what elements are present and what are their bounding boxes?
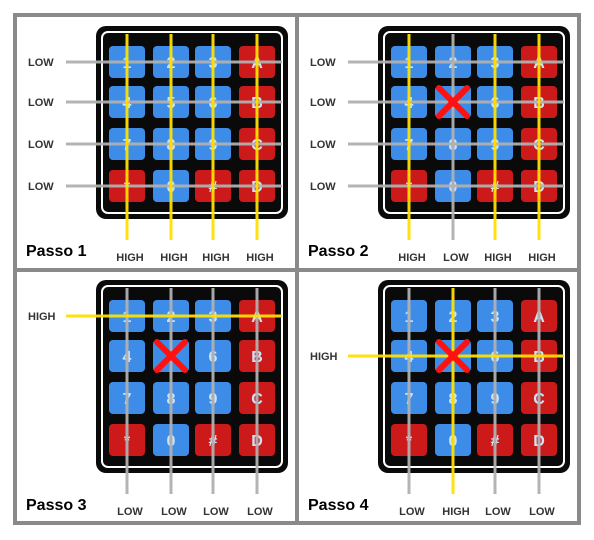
panel-4: 123A456B789C*0#DHIGHLOWHIGHLOWLOWPasso 4 (308, 280, 570, 518)
row-label-4: LOW (28, 181, 54, 193)
row-label-2: HIGH (310, 351, 338, 363)
panel-3: 123A456B789C*0#DHIGHLOWLOWLOWLOWPasso 3 (26, 280, 288, 518)
column-label-4: HIGH (528, 252, 556, 264)
column-label-4: HIGH (246, 252, 274, 264)
keypad-inner-border (101, 31, 283, 214)
panel-title: Passo 4 (308, 497, 369, 514)
column-label-4: LOW (247, 506, 273, 518)
row-label-1: LOW (28, 57, 54, 69)
row-label-2: LOW (28, 97, 54, 109)
column-label-4: LOW (529, 506, 555, 518)
pressed-key-cross-icon (436, 339, 470, 373)
column-label-2: HIGH (442, 506, 470, 518)
column-label-2: HIGH (160, 252, 188, 264)
column-label-3: HIGH (202, 252, 230, 264)
panel-2: 123A456B789C*0#DLOWLOWLOWLOWHIGHLOWHIGHH… (308, 26, 570, 264)
row-label-1: HIGH (28, 311, 56, 323)
column-label-2: LOW (443, 252, 469, 264)
row-label-3: LOW (310, 139, 336, 151)
panel-title: Passo 1 (26, 243, 87, 260)
column-label-1: HIGH (116, 252, 144, 264)
row-label-1: LOW (310, 57, 336, 69)
keypad-inner-border (101, 285, 283, 468)
panel-1: 123A456B789C*0#DLOWLOWLOWLOWHIGHHIGHHIGH… (26, 26, 288, 264)
column-label-1: HIGH (398, 252, 426, 264)
column-label-1: LOW (117, 506, 143, 518)
keypad-inner-border (383, 31, 565, 214)
column-label-3: LOW (203, 506, 229, 518)
pressed-key-cross-icon (154, 339, 188, 373)
panel-title: Passo 3 (26, 497, 87, 514)
row-label-2: LOW (310, 97, 336, 109)
pressed-key-cross-icon (436, 85, 470, 119)
panel-title: Passo 2 (308, 243, 369, 260)
keypad-inner-border (383, 285, 565, 468)
column-label-3: HIGH (484, 252, 512, 264)
row-label-3: LOW (28, 139, 54, 151)
column-label-2: LOW (161, 506, 187, 518)
row-label-4: LOW (310, 181, 336, 193)
column-label-1: LOW (399, 506, 425, 518)
column-label-3: LOW (485, 506, 511, 518)
